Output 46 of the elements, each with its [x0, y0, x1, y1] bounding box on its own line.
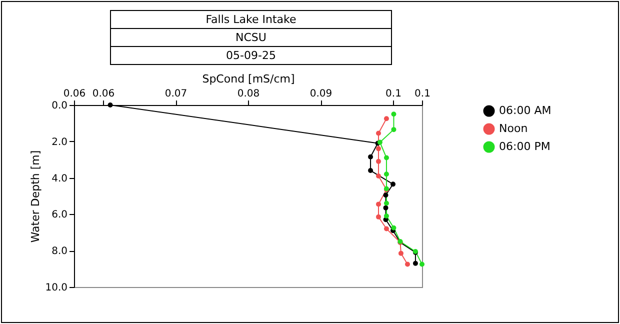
point [391, 225, 396, 230]
point [376, 146, 381, 152]
x-tick-label: 0.1 [386, 88, 402, 100]
point [376, 173, 381, 178]
point [391, 112, 396, 117]
point [384, 200, 389, 206]
point [384, 226, 389, 232]
point [376, 130, 381, 136]
x-tick-label: 0.06 [63, 88, 86, 100]
y-tick-label: 2.0 [52, 136, 68, 148]
x-tick-label: 0.06 [92, 88, 115, 100]
point [376, 202, 381, 207]
point [376, 214, 381, 220]
point [398, 250, 404, 256]
y-tick-label: 8.0 [52, 246, 68, 258]
point [108, 102, 113, 108]
legend-label: 06:00 AM [499, 104, 552, 117]
point [384, 155, 389, 160]
header-box: Falls Lake Intake NCSU 05-09-25 [110, 10, 392, 65]
chart-subtitle: NCSU [111, 29, 391, 47]
legend-label: Noon [499, 122, 528, 135]
y-tick-label: 6.0 [52, 210, 68, 221]
point [412, 260, 418, 266]
point [384, 172, 389, 177]
x-axis-title: SpCond [mS/cm] [202, 72, 295, 86]
y-tick-label: 4.0 [52, 173, 68, 184]
point [391, 127, 396, 132]
point [368, 154, 374, 160]
chart-title: Falls Lake Intake [111, 11, 391, 29]
point [384, 214, 389, 219]
point [384, 116, 389, 122]
point [376, 158, 381, 164]
x-tick-label: 0.09 [310, 88, 332, 100]
point [405, 262, 410, 267]
y-tick-label: 10.0 [45, 282, 68, 294]
y-tick-label: 0.0 [52, 100, 68, 112]
point [420, 262, 424, 267]
y-axis-title: Water Depth [m] [29, 150, 42, 243]
x-tick-label: 0.1 [414, 88, 430, 100]
legend-label: 06:00 PM [499, 140, 550, 153]
point [383, 192, 388, 198]
point [390, 182, 396, 187]
point [368, 168, 374, 174]
point [383, 205, 388, 210]
x-tick-label: 0.08 [237, 88, 260, 100]
x-tick-label: 0.07 [164, 88, 188, 100]
